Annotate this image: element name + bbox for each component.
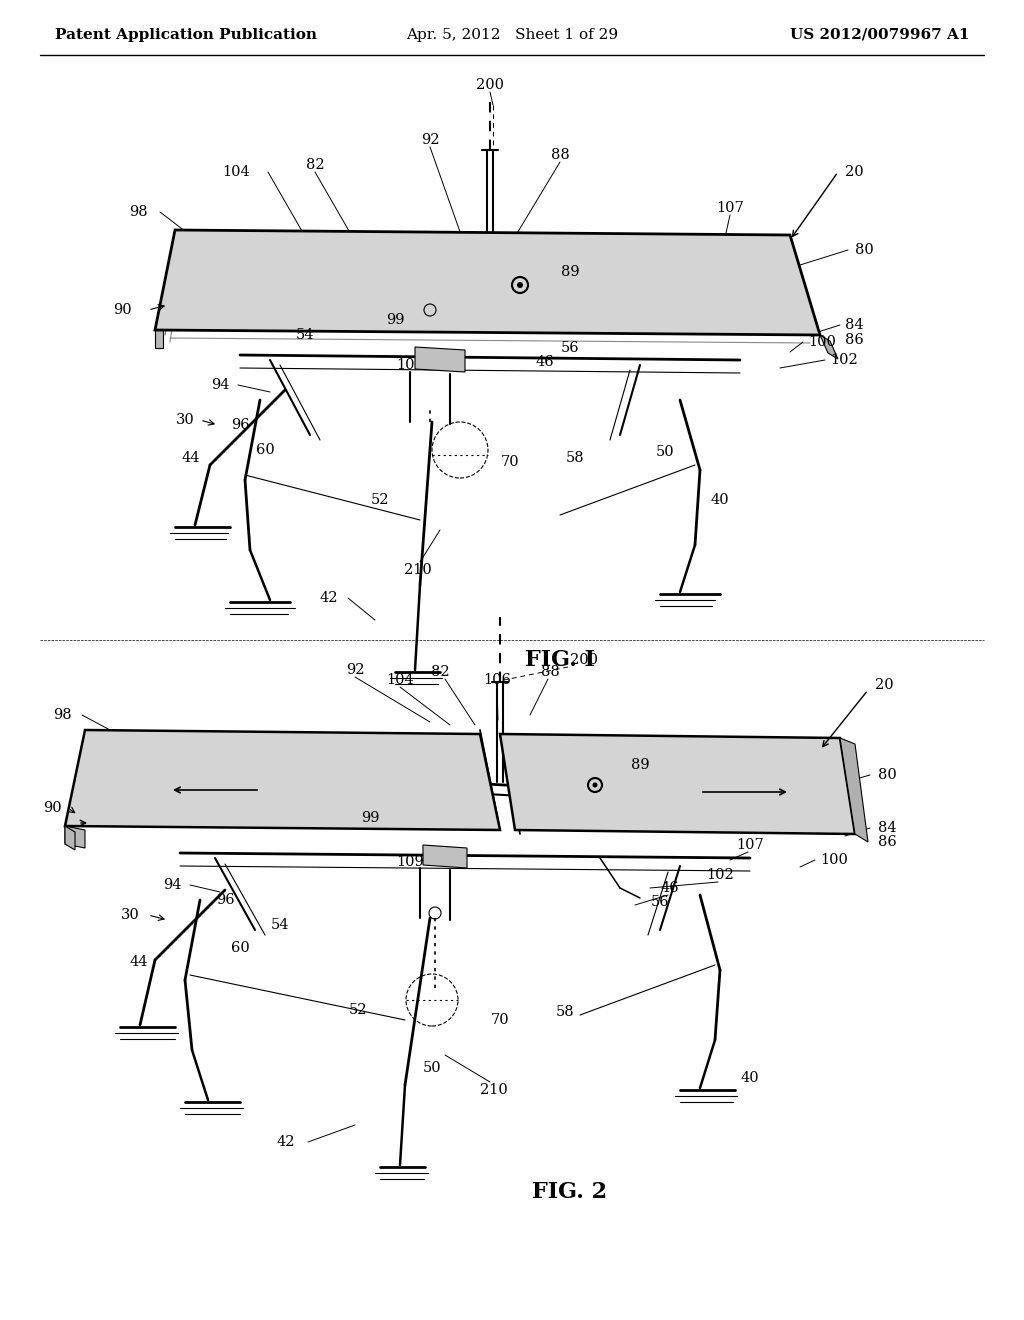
Text: 84: 84 [845,318,863,333]
Text: 89: 89 [631,758,649,772]
Text: 42: 42 [319,591,338,605]
Text: Apr. 5, 2012   Sheet 1 of 29: Apr. 5, 2012 Sheet 1 of 29 [406,28,618,42]
Polygon shape [65,730,500,830]
Text: 46: 46 [660,880,679,895]
Text: 94: 94 [212,378,230,392]
Text: Patent Application Publication: Patent Application Publication [55,28,317,42]
Text: 46: 46 [536,355,554,370]
Text: 90: 90 [114,304,132,317]
Text: 92: 92 [421,133,439,147]
Text: FIG. 2: FIG. 2 [532,1181,607,1203]
Text: 99: 99 [386,313,404,327]
Text: 210: 210 [404,564,432,577]
Text: 96: 96 [216,894,234,907]
Text: 109: 109 [396,855,424,869]
Text: 102: 102 [830,352,858,367]
Text: 99: 99 [360,810,379,825]
Polygon shape [65,826,75,850]
Text: 86: 86 [845,333,864,347]
Text: 44: 44 [129,954,148,969]
Text: 40: 40 [740,1071,760,1085]
Text: 100: 100 [820,853,848,867]
Circle shape [593,783,597,788]
Text: 54: 54 [296,327,314,342]
Text: 50: 50 [423,1061,441,1074]
Text: 44: 44 [181,451,200,465]
Text: 42: 42 [276,1135,295,1148]
Text: 90: 90 [43,801,62,814]
Text: 106: 106 [483,673,511,686]
Text: 100: 100 [808,335,836,348]
Text: 107: 107 [716,201,743,215]
Text: 102: 102 [707,869,734,882]
Text: 70: 70 [490,1012,509,1027]
Text: 82: 82 [306,158,325,172]
Polygon shape [415,347,465,372]
Text: 20: 20 [874,678,894,692]
Text: 54: 54 [270,917,289,932]
Text: 200: 200 [570,653,598,667]
Text: 52: 52 [349,1003,368,1016]
Text: 56: 56 [650,895,670,909]
Text: 60: 60 [256,444,274,457]
Text: 210: 210 [480,1082,508,1097]
Text: 20: 20 [845,165,863,180]
Text: 30: 30 [176,413,195,426]
Text: 52: 52 [371,492,389,507]
Polygon shape [155,230,820,335]
Text: 89: 89 [561,265,580,279]
Polygon shape [155,330,163,348]
Text: 80: 80 [878,768,897,781]
Polygon shape [500,734,855,834]
Text: 82: 82 [431,665,450,678]
Text: 92: 92 [346,663,365,677]
Text: 98: 98 [53,708,72,722]
Text: 84: 84 [878,821,897,836]
Text: 107: 107 [736,838,764,851]
Text: 70: 70 [501,455,519,469]
Text: 86: 86 [878,836,897,849]
Polygon shape [65,826,85,847]
Text: 40: 40 [711,492,729,507]
Polygon shape [820,335,838,359]
Text: 58: 58 [556,1005,574,1019]
Text: 96: 96 [230,418,249,432]
Text: 50: 50 [655,445,675,459]
Polygon shape [423,845,467,869]
Text: 109: 109 [396,358,424,372]
Text: 58: 58 [565,451,585,465]
Text: 88: 88 [551,148,569,162]
Text: FIG. I: FIG. I [525,649,595,671]
Text: 30: 30 [121,908,140,921]
Text: 80: 80 [855,243,873,257]
Text: 94: 94 [164,878,182,892]
Polygon shape [840,738,868,842]
Text: 88: 88 [541,665,559,678]
Text: 104: 104 [386,673,414,686]
Text: 104: 104 [222,165,250,180]
Text: 60: 60 [230,941,250,954]
Text: 56: 56 [561,341,580,355]
Circle shape [517,282,523,288]
Text: US 2012/0079967 A1: US 2012/0079967 A1 [791,28,970,42]
Text: 98: 98 [129,205,148,219]
Text: 200: 200 [476,78,504,92]
